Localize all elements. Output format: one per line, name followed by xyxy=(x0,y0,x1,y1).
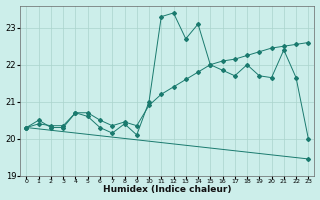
X-axis label: Humidex (Indice chaleur): Humidex (Indice chaleur) xyxy=(103,185,232,194)
